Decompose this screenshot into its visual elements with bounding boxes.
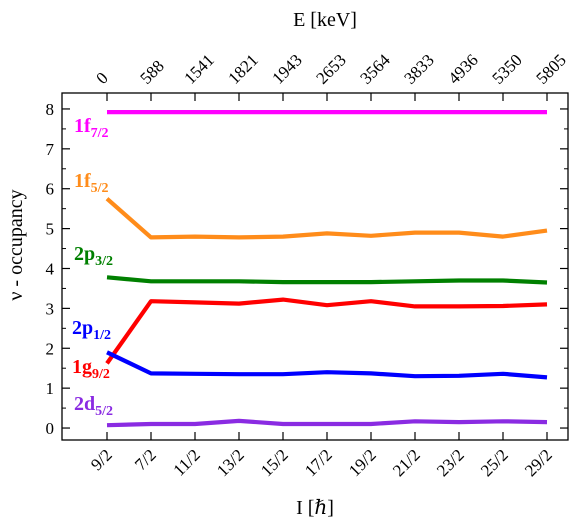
plot-area: 0 1 2 3 4 5 6 7 8 9/2 0 7/2 588 11/2 1541 13/2 1821 15/2 1…	[46, 50, 570, 480]
top-tick-label: 1541	[180, 50, 217, 87]
y-tick-label: 1	[46, 379, 55, 398]
top-tick-label: 1821	[224, 50, 261, 87]
top-tick-label: 1943	[268, 50, 305, 87]
x-tick-label: 11/2	[169, 445, 203, 479]
y-tick-label: 0	[46, 419, 55, 438]
x-tick-label: 9/2	[87, 445, 116, 474]
series-label-name: 1f	[74, 170, 91, 192]
series-label-sub: 5/2	[91, 181, 109, 196]
top-tick-label: 2653	[312, 50, 349, 87]
top-axis-title: E [keV]	[293, 9, 357, 31]
series-label: 2p3/2	[74, 243, 113, 269]
y-tick-label: 3	[46, 299, 55, 318]
x-tick-label: 29/2	[521, 445, 556, 480]
series-label-name: 1f	[74, 115, 91, 137]
series-line-2p-3-2	[106, 275, 548, 285]
x-tick-label: 23/2	[433, 445, 468, 480]
series-label-name: 1g	[72, 356, 92, 378]
series-label-name: 2p	[74, 243, 95, 265]
plot-frame	[61, 92, 569, 441]
x-tick-label: 19/2	[345, 445, 380, 480]
x-tick-label: 7/2	[131, 445, 160, 474]
series-label: 2d5/2	[74, 393, 113, 419]
top-tick-label: 3833	[400, 50, 437, 87]
top-tick-label: 3564	[356, 50, 394, 88]
series-label: 1f5/2	[74, 170, 109, 196]
x-tick-label: 15/2	[257, 445, 292, 480]
y-axis-title: ν - occupancy	[5, 189, 27, 300]
top-tick-label: 4936	[444, 50, 481, 87]
series-label-name: 2p	[72, 317, 93, 339]
series-label-name: 2d	[74, 393, 95, 415]
series-line-2d-5-2	[106, 418, 548, 428]
series-label-sub: 9/2	[92, 367, 110, 382]
series-label-sub: 1/2	[93, 328, 111, 343]
y-tick-label: 2	[46, 339, 55, 358]
top-tick-label: 588	[136, 56, 167, 87]
series-label-sub: 3/2	[95, 254, 113, 269]
series-label: 1g9/2	[72, 356, 110, 382]
x-tick-label: 13/2	[213, 445, 248, 480]
x-tick-label: 21/2	[389, 445, 424, 480]
y-tick-label: 5	[46, 220, 55, 239]
series-label-sub: 5/2	[95, 404, 113, 419]
top-tick-label: 5350	[488, 50, 525, 87]
x-tick-label: 17/2	[301, 445, 336, 480]
y-tick-label: 6	[46, 180, 55, 199]
y-tick-label: 4	[46, 259, 55, 278]
series-line-1f-5-2	[105, 197, 548, 240]
series-label: 2p1/2	[72, 317, 111, 343]
y-tick-label: 8	[46, 100, 55, 119]
series-line-2p-1-2	[106, 350, 548, 380]
top-tick-label: 5805	[532, 50, 569, 87]
series-line-1g-9-2	[105, 297, 548, 365]
x-axis-title: I [ℏ]	[296, 497, 334, 519]
x-tick-label: 25/2	[477, 445, 512, 480]
y-tick-label: 7	[46, 140, 55, 159]
top-tick-label: 0	[92, 68, 111, 87]
series-label-sub: 7/2	[91, 126, 109, 141]
series-label: 1f7/2	[74, 115, 109, 141]
